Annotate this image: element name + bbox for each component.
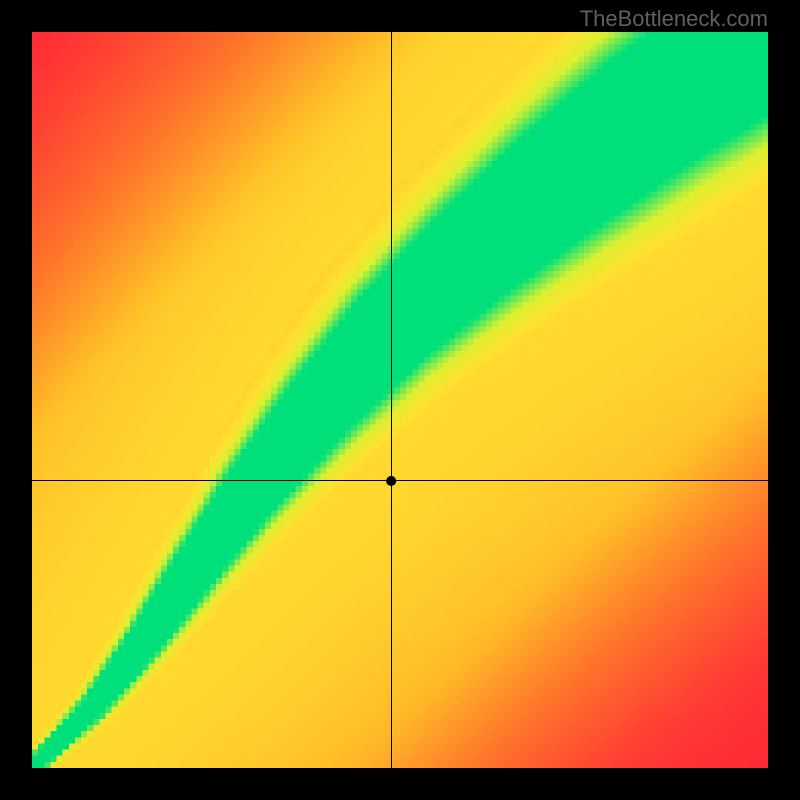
crosshair-vertical: [391, 32, 392, 768]
crosshair-horizontal: [32, 480, 768, 481]
watermark-text: TheBottleneck.com: [580, 6, 768, 32]
marker-canvas: [32, 32, 768, 768]
chart-container: TheBottleneck.com: [0, 0, 800, 800]
plot-area: [32, 32, 768, 768]
